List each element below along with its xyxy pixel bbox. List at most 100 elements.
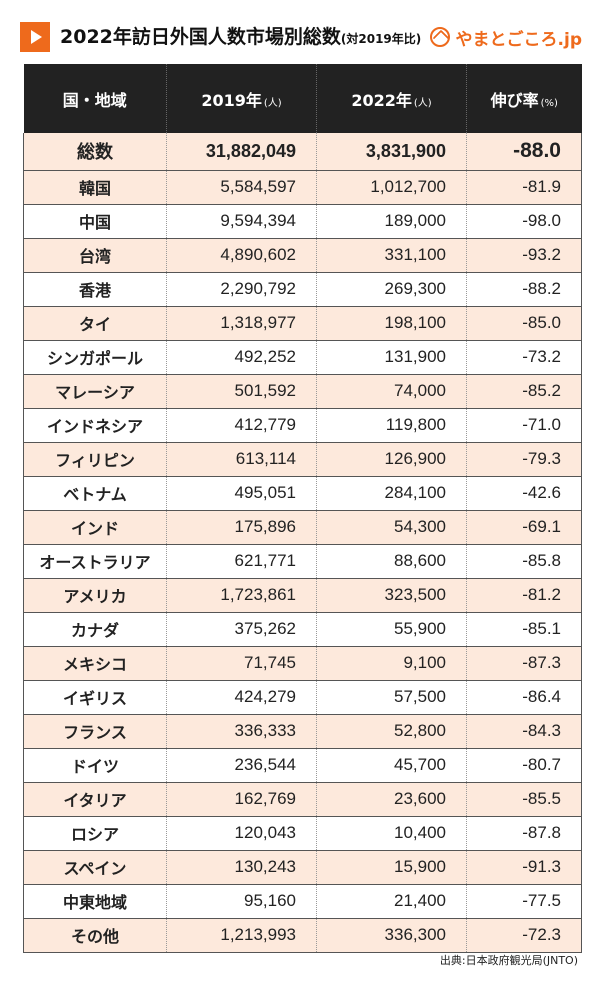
value-2022-cell: 336,300 (316, 918, 467, 953)
value-2022-cell: 189,000 (316, 204, 467, 239)
table-row: 香港 2,290,792 269,300 -88.2 (23, 272, 582, 307)
growth-rate-cell: -71.0 (466, 408, 582, 443)
region-cell: シンガポール (23, 340, 167, 375)
growth-rate-cell: -77.5 (466, 884, 582, 919)
region-cell: イタリア (23, 782, 167, 817)
value-2019-cell: 162,769 (166, 782, 317, 817)
value-2019-cell: 95,160 (166, 884, 317, 919)
visitor-table: 国・地域 2019年 (人) 2022年 (人) 伸び率 (%) 総数 31,882,0… (23, 64, 582, 953)
table-row: 中国 9,594,394 189,000 -98.0 (23, 204, 582, 239)
brand[interactable]: やまとごころ.jp (429, 22, 582, 52)
table-row: 台湾 4,890,602 331,100 -93.2 (23, 238, 582, 273)
region-cell: 中東地域 (23, 884, 167, 919)
col-unit: (%) (540, 97, 558, 109)
value-2022-cell: 284,100 (316, 476, 467, 511)
growth-rate-cell: -80.7 (466, 748, 582, 783)
value-2019-cell: 120,043 (166, 816, 317, 851)
value-2022-cell: 119,800 (316, 408, 467, 443)
region-cell: タイ (23, 306, 167, 341)
value-2019-cell: 613,114 (166, 442, 317, 477)
value-2022-cell: 323,500 (316, 578, 467, 613)
value-2019-cell: 130,243 (166, 850, 317, 885)
value-2022-cell: 131,900 (316, 340, 467, 375)
value-2019-cell: 492,252 (166, 340, 317, 375)
value-2019-cell: 501,592 (166, 374, 317, 409)
growth-rate-cell: -85.2 (466, 374, 582, 409)
table-row: フィリピン 613,114 126,900 -79.3 (23, 442, 582, 477)
value-2019-cell: 1,723,861 (166, 578, 317, 613)
brand-logo-icon (429, 27, 450, 47)
region-cell: ドイツ (23, 748, 167, 783)
value-2022-cell: 23,600 (316, 782, 467, 817)
region-cell: フランス (23, 714, 167, 749)
region-cell: インド (23, 510, 167, 545)
col-label: 国・地域 (62, 90, 127, 110)
value-2019-cell: 236,544 (166, 748, 317, 783)
table-row: シンガポール 492,252 131,900 -73.2 (23, 340, 582, 375)
growth-rate-cell: -85.0 (466, 306, 582, 341)
table-row: その他 1,213,993 336,300 -72.3 (23, 918, 582, 953)
title-subtitle: (対2019年比) (340, 32, 422, 46)
col-header-rate: 伸び率 (%) (466, 64, 582, 133)
value-2022-cell: 10,400 (316, 816, 467, 851)
table-row: イギリス 424,279 57,500 -86.4 (23, 680, 582, 715)
region-cell: 香港 (23, 272, 167, 307)
table-body: 総数 31,882,049 3,831,900 -88.0 韓国 5,584,597 1,0… (23, 133, 582, 953)
region-cell: インドネシア (23, 408, 167, 443)
growth-rate-cell: -73.2 (466, 340, 582, 375)
table-row: カナダ 375,262 55,900 -85.1 (23, 612, 582, 647)
value-2022-cell: 9,100 (316, 646, 467, 681)
region-cell: スペイン (23, 850, 167, 885)
col-header-2022: 2022年 (人) (316, 64, 467, 133)
page-title: 2022年訪日外国人数市場別総数(対2019年比) (60, 22, 421, 52)
value-2019-cell: 175,896 (166, 510, 317, 545)
growth-rate-cell: -85.5 (466, 782, 582, 817)
growth-rate-cell: -91.3 (466, 850, 582, 885)
value-2019-cell: 621,771 (166, 544, 317, 579)
table-row: アメリカ 1,723,861 323,500 -81.2 (23, 578, 582, 613)
value-2022-cell: 52,800 (316, 714, 467, 749)
value-2019-cell: 495,051 (166, 476, 317, 511)
growth-rate-cell: -98.0 (466, 204, 582, 239)
value-2022-cell: 74,000 (316, 374, 467, 409)
value-2022-cell: 198,100 (316, 306, 467, 341)
growth-rate-cell: -85.8 (466, 544, 582, 579)
region-cell: ロシア (23, 816, 167, 851)
value-2022-cell: 55,900 (316, 612, 467, 647)
play-icon (20, 22, 50, 52)
header-row: 国・地域 2019年 (人) 2022年 (人) 伸び率 (%) (23, 64, 582, 133)
table-row: インドネシア 412,779 119,800 -71.0 (23, 408, 582, 443)
col-label: 2022年 (351, 90, 412, 110)
growth-rate-cell: -72.3 (466, 918, 582, 953)
region-cell: メキシコ (23, 646, 167, 681)
value-2019-cell: 31,882,049 (166, 133, 317, 171)
value-2022-cell: 54,300 (316, 510, 467, 545)
region-cell: マレーシア (23, 374, 167, 409)
growth-rate-cell: -81.2 (466, 578, 582, 613)
value-2022-cell: 126,900 (316, 442, 467, 477)
growth-rate-cell: -88.2 (466, 272, 582, 307)
total-row: 総数 31,882,049 3,831,900 -88.0 (23, 133, 582, 171)
col-label: 2019年 (201, 90, 262, 110)
growth-rate-cell: -69.1 (466, 510, 582, 545)
growth-rate-cell: -84.3 (466, 714, 582, 749)
value-2022-cell: 88,600 (316, 544, 467, 579)
region-cell: その他 (23, 918, 167, 953)
table-row: タイ 1,318,977 198,100 -85.0 (23, 306, 582, 341)
table-row: イタリア 162,769 23,600 -85.5 (23, 782, 582, 817)
table-row: メキシコ 71,745 9,100 -87.3 (23, 646, 582, 681)
value-2022-cell: 3,831,900 (316, 133, 467, 171)
region-cell: オーストラリア (23, 544, 167, 579)
col-label: 伸び率 (490, 90, 539, 110)
value-2019-cell: 424,279 (166, 680, 317, 715)
value-2019-cell: 336,333 (166, 714, 317, 749)
region-cell: 台湾 (23, 238, 167, 273)
col-unit: (人) (413, 97, 432, 109)
table-row: インド 175,896 54,300 -69.1 (23, 510, 582, 545)
region-cell: 中国 (23, 204, 167, 239)
value-2019-cell: 2,290,792 (166, 272, 317, 307)
table-row: ドイツ 236,544 45,700 -80.7 (23, 748, 582, 783)
region-cell: アメリカ (23, 578, 167, 613)
value-2019-cell: 412,779 (166, 408, 317, 443)
region-cell: 韓国 (23, 170, 167, 205)
